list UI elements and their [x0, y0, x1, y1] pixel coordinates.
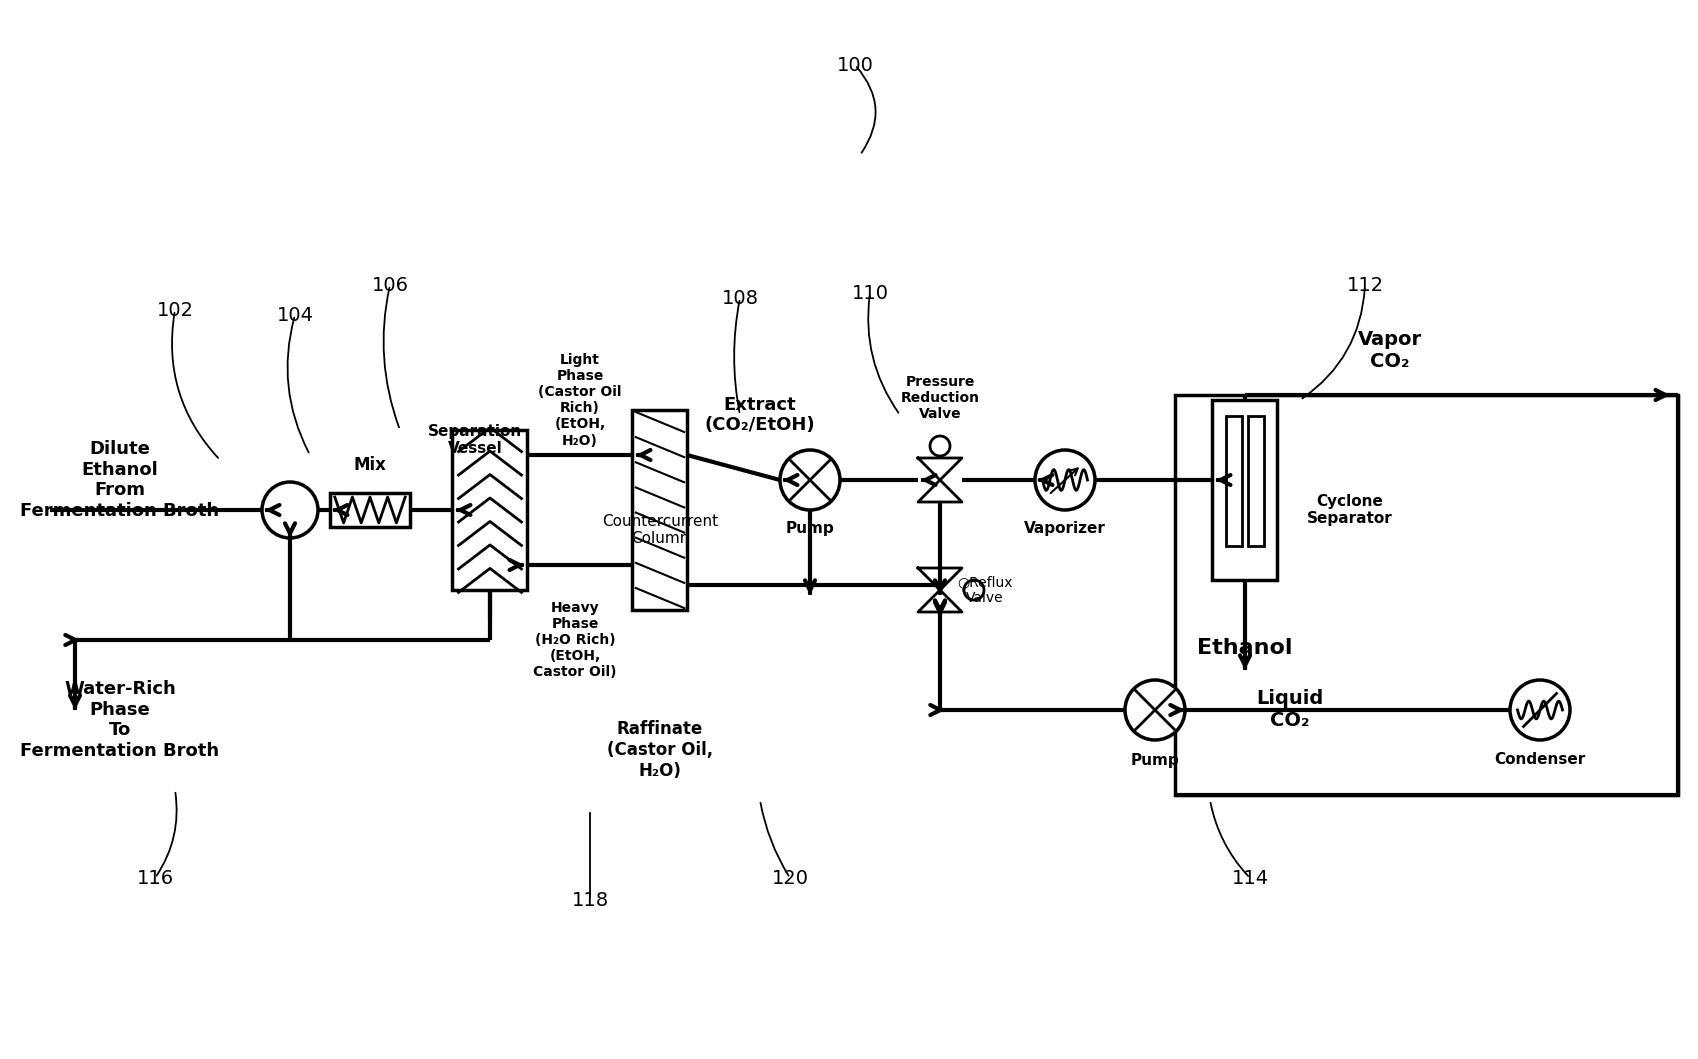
Bar [1246, 416, 1263, 545]
Text: 116: 116 [136, 868, 173, 887]
Text: Separation
Vessel: Separation Vessel [428, 424, 521, 456]
Bar [1175, 395, 1678, 795]
Bar [1226, 416, 1241, 545]
Circle shape [779, 450, 839, 510]
Bar [1212, 400, 1277, 580]
Text: Raffinate
(Castor Oil,
H₂O): Raffinate (Castor Oil, H₂O) [606, 720, 713, 779]
Text: Heavy
Phase
(H₂O Rich)
(EtOH,
Castor Oil): Heavy Phase (H₂O Rich) (EtOH, Castor Oil… [533, 600, 616, 680]
Text: 112: 112 [1345, 275, 1382, 294]
Text: 104: 104 [277, 305, 314, 324]
Text: Cyclone
Separator: Cyclone Separator [1306, 493, 1392, 526]
Bar [329, 493, 409, 527]
Bar [632, 410, 688, 610]
Text: Countercurrent
Column: Countercurrent Column [601, 514, 718, 546]
Text: Mix: Mix [353, 456, 385, 474]
Text: Light
Phase
(Castor Oil
Rich)
(EtOH,
H₂O): Light Phase (Castor Oil Rich) (EtOH, H₂O… [538, 353, 621, 448]
Text: 118: 118 [571, 891, 608, 910]
Circle shape [963, 580, 983, 600]
Circle shape [1510, 680, 1569, 740]
Text: 114: 114 [1231, 868, 1268, 887]
Text: Ethanol: Ethanol [1197, 638, 1292, 658]
Text: Vaporizer: Vaporizer [1024, 521, 1105, 536]
Text: Condenser: Condenser [1494, 753, 1584, 768]
Text: Pressure
Reduction
Valve: Pressure Reduction Valve [900, 375, 980, 421]
Text: Extract
(CO₂/EtOH): Extract (CO₂/EtOH) [705, 396, 815, 434]
Text: Dilute
Ethanol
From
Fermentation Broth: Dilute Ethanol From Fermentation Broth [20, 439, 219, 520]
Text: 106: 106 [372, 275, 408, 294]
Circle shape [1124, 680, 1184, 740]
Text: 110: 110 [851, 284, 888, 303]
Circle shape [261, 482, 318, 538]
Text: 108: 108 [722, 288, 757, 307]
Circle shape [1034, 450, 1094, 510]
Text: Vapor
CO₂: Vapor CO₂ [1357, 329, 1421, 371]
Bar [452, 430, 526, 590]
Text: 120: 120 [771, 868, 808, 887]
Text: ○Reflux
Valve: ○Reflux Valve [956, 575, 1012, 605]
Circle shape [929, 436, 949, 456]
Text: Pump: Pump [1129, 753, 1178, 768]
Text: 100: 100 [835, 55, 873, 74]
Text: Liquid
CO₂: Liquid CO₂ [1255, 689, 1323, 731]
Text: Water-Rich
Phase
To
Fermentation Broth: Water-Rich Phase To Fermentation Broth [20, 680, 219, 760]
Text: Pump: Pump [784, 521, 834, 536]
Text: 102: 102 [156, 301, 194, 320]
